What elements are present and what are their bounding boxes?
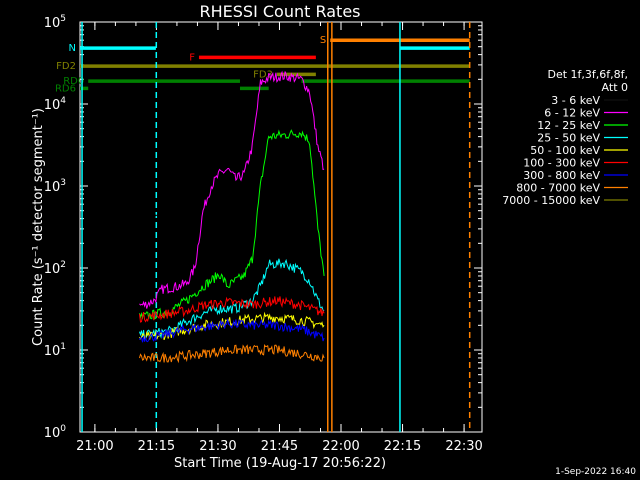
vertical-markers (81, 22, 471, 432)
y-tick-exponent: 0 (60, 424, 66, 434)
y-tick-label: 101 (44, 342, 66, 359)
series-line-7 (139, 344, 325, 364)
legend-header-2: Att 0 (602, 81, 628, 94)
x-tick-label: 21:45 (261, 439, 298, 454)
y-tick-exponent: 2 (60, 260, 66, 270)
y-tick-label: 104 (44, 96, 67, 113)
flag-label-s: S (320, 35, 326, 46)
chart-title: RHESSI Count Rates (200, 2, 361, 21)
y-tick-base: 10 (44, 16, 61, 31)
x-tick-label: 22:15 (384, 439, 421, 454)
flag-label-fd2: FD2 (56, 61, 76, 72)
y-tick-exponent: 3 (60, 178, 66, 188)
series-lines (139, 70, 325, 364)
legend-label: 12 - 25 keV (537, 119, 600, 132)
y-tick-base: 10 (44, 344, 61, 359)
y-tick-exponent: 1 (60, 342, 66, 352)
series-line-1 (139, 70, 325, 309)
flag-label-fd3: FD3 (253, 69, 273, 80)
flag-label-rd6: RD6 (55, 83, 76, 94)
series-line-3 (139, 258, 325, 341)
legend-label: 300 - 800 keV (523, 169, 600, 182)
y-tick-label: 103 (44, 178, 66, 195)
timestamp: 1-Sep-2022 16:40 (555, 467, 636, 477)
x-axis-label: Start Time (19-Aug-17 20:56:22) (174, 456, 386, 471)
series-line-6 (139, 318, 325, 343)
legend-label: 3 - 6 keV (551, 94, 600, 107)
y-tick-label: 105 (44, 14, 66, 31)
x-axis: 21:00 21:15 21:30 21:45 22:00 22:15 22:30 (76, 22, 483, 454)
x-tick-label: 21:30 (199, 439, 236, 454)
y-tick-base: 10 (44, 180, 61, 195)
legend-label: 6 - 12 keV (544, 107, 600, 120)
y-axis-label: Count Rate (s⁻¹ detector segment⁻¹) (31, 108, 46, 346)
x-tick-label: 21:15 (138, 439, 175, 454)
y-tick-base: 10 (44, 262, 61, 277)
x-tick-label: 21:00 (76, 439, 113, 454)
y-tick-exponent: 5 (60, 14, 66, 24)
flag-label-f: F (189, 52, 195, 63)
y-tick-label: 100 (44, 424, 67, 441)
series-line-2 (139, 129, 325, 320)
series-line-0 (139, 139, 325, 273)
plot-frame (79, 21, 483, 433)
legend-label: 800 - 7000 keV (516, 182, 600, 195)
legend-label: 25 - 50 keV (537, 132, 600, 145)
legend-label: 7000 - 15000 keV (502, 194, 600, 207)
y-tick-base: 10 (44, 426, 61, 441)
x-tick-label: 22:30 (445, 439, 482, 454)
legend-label: 100 - 300 keV (523, 157, 600, 170)
series-line-5 (139, 296, 325, 323)
flag-label-n: N (69, 43, 76, 54)
x-tick-label: 22:00 (322, 439, 359, 454)
y-tick-exponent: 4 (60, 96, 66, 106)
legend-header-1: Det 1f,3f,6f,8f, (547, 68, 628, 81)
legend-label: 50 - 100 keV (530, 144, 600, 157)
y-tick-label: 102 (44, 260, 66, 277)
flag-label-rd0: RD0 (63, 76, 84, 87)
y-tick-base: 10 (44, 98, 61, 113)
